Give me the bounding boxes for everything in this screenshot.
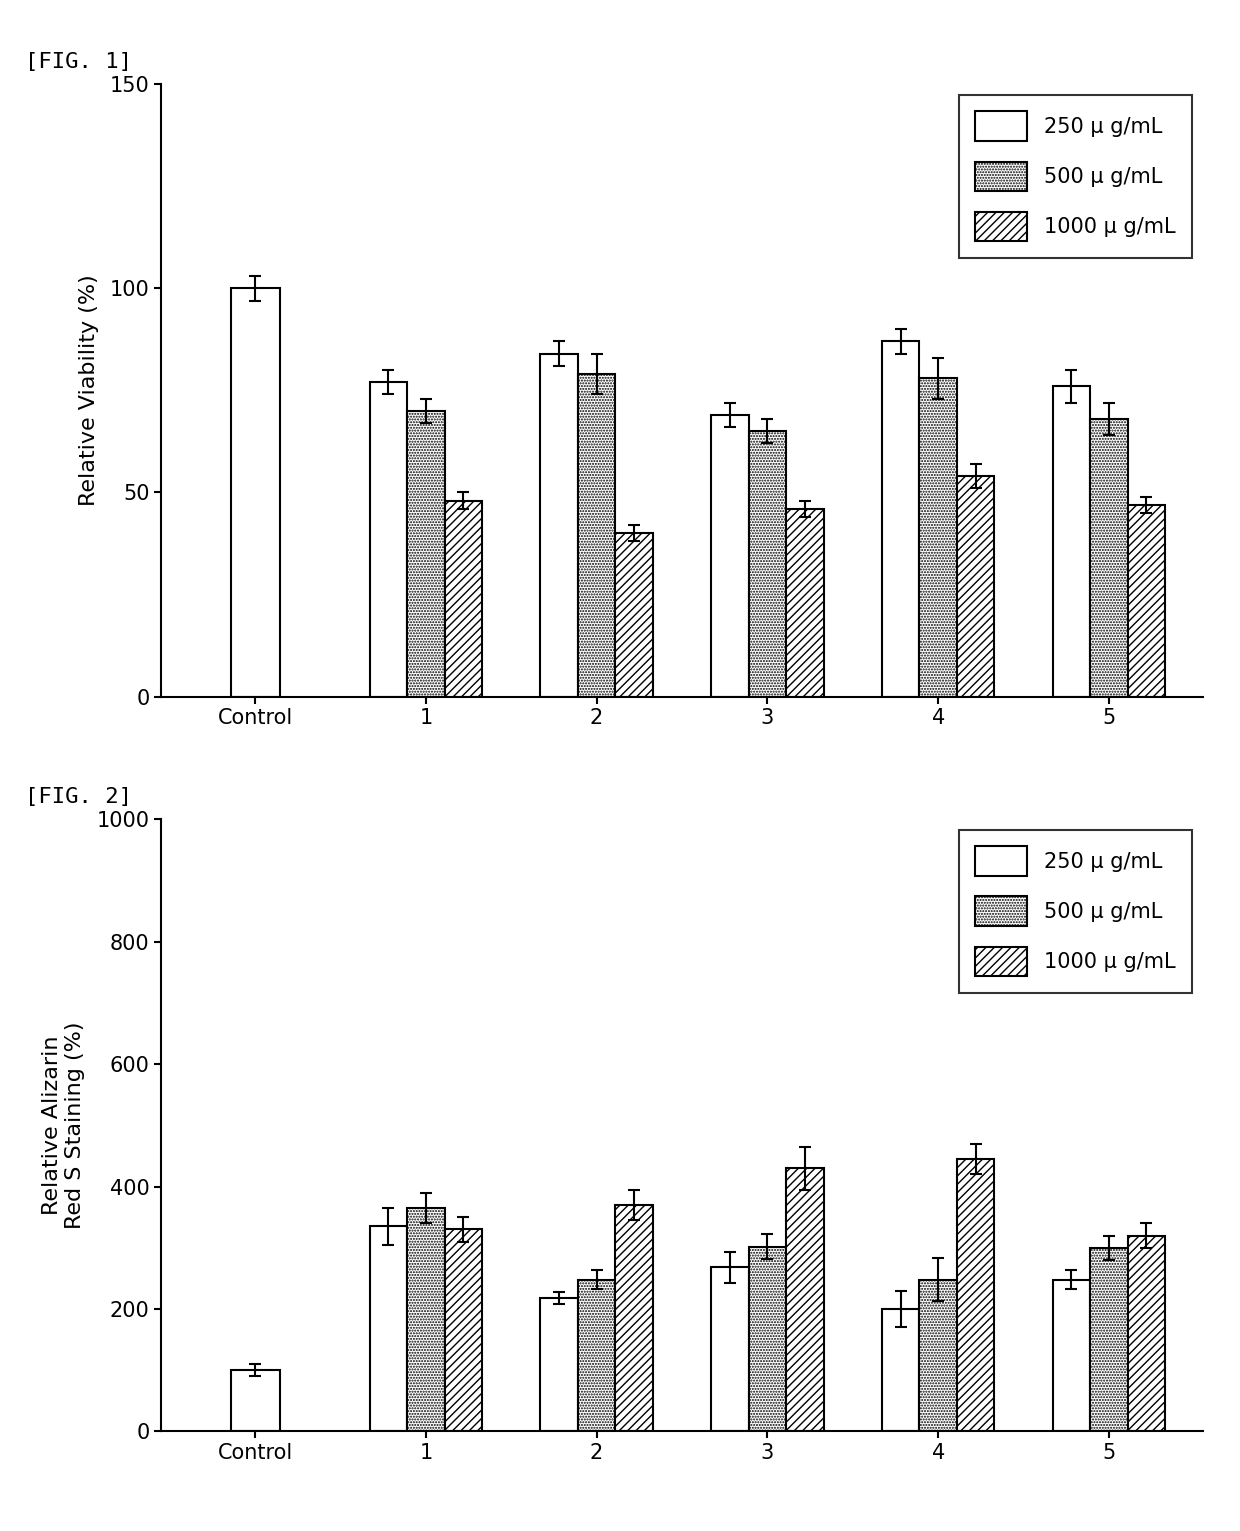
Bar: [882, 341, 919, 697]
Bar: [919, 1280, 957, 1431]
Bar: [957, 476, 994, 697]
Bar: [1090, 1248, 1127, 1431]
Y-axis label: Relative Alizarin
Red S Staining (%): Relative Alizarin Red S Staining (%): [42, 1021, 86, 1229]
Text: [FIG. 1]: [FIG. 1]: [25, 52, 131, 72]
Bar: [786, 1168, 823, 1431]
Bar: [1053, 386, 1090, 697]
Text: [FIG. 2]: [FIG. 2]: [25, 787, 131, 807]
Bar: [615, 1205, 653, 1431]
Bar: [1127, 505, 1166, 697]
Bar: [541, 354, 578, 697]
Bar: [919, 378, 957, 697]
Bar: [578, 374, 615, 697]
Bar: [1053, 1280, 1090, 1431]
Bar: [445, 501, 482, 697]
Bar: [1090, 419, 1127, 697]
Bar: [370, 1226, 407, 1431]
Bar: [615, 533, 653, 697]
Bar: [541, 1298, 578, 1431]
Bar: [749, 1246, 786, 1431]
Bar: [786, 508, 823, 697]
Bar: [407, 410, 445, 697]
Bar: [231, 1370, 279, 1431]
Bar: [445, 1229, 482, 1431]
Bar: [957, 1159, 994, 1431]
Bar: [578, 1280, 615, 1431]
Bar: [882, 1309, 919, 1431]
Legend: 250 μ g/mL, 500 μ g/mL, 1000 μ g/mL: 250 μ g/mL, 500 μ g/mL, 1000 μ g/mL: [959, 95, 1193, 259]
Bar: [370, 383, 407, 697]
Bar: [711, 1268, 749, 1431]
Bar: [711, 415, 749, 697]
Legend: 250 μ g/mL, 500 μ g/mL, 1000 μ g/mL: 250 μ g/mL, 500 μ g/mL, 1000 μ g/mL: [959, 830, 1193, 994]
Bar: [749, 432, 786, 697]
Bar: [1127, 1236, 1166, 1431]
Bar: [407, 1208, 445, 1431]
Bar: [231, 288, 279, 697]
Y-axis label: Relative Viability (%): Relative Viability (%): [78, 274, 98, 507]
